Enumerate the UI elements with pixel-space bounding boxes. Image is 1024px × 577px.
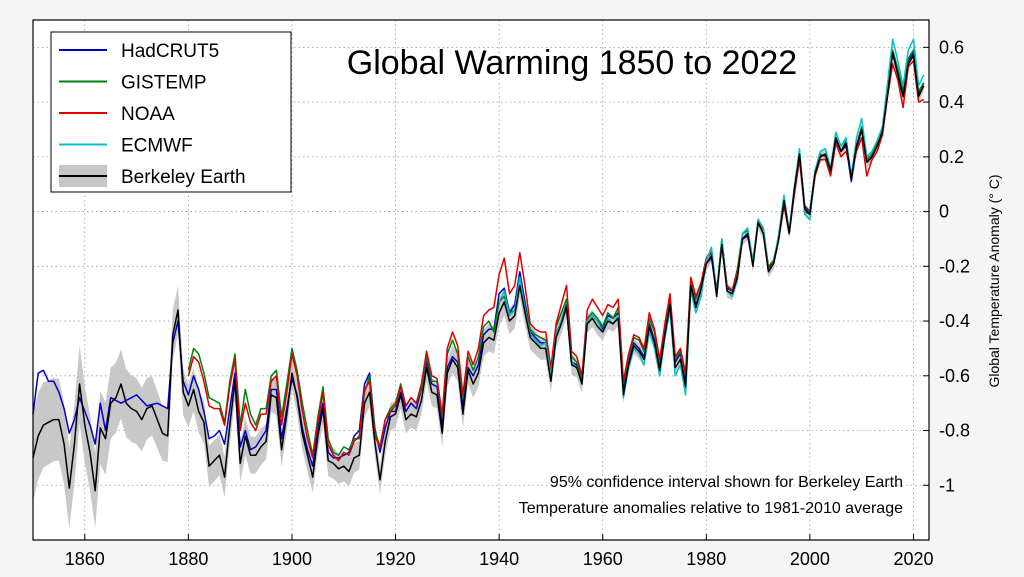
y-tick-label: 0.6: [939, 37, 964, 57]
x-tick-label: 1860: [65, 549, 105, 569]
x-tick-label: 2000: [790, 549, 830, 569]
series-lines: [32, 38, 925, 492]
y-axis-label: Global Temperature Anomaly (° C): [986, 174, 1002, 387]
annotation-confidence: 95% confidence interval shown for Berkel…: [550, 474, 903, 491]
series-line-berkeley-earth: [32, 52, 925, 492]
x-tick-label: 1960: [583, 549, 623, 569]
x-tick-label: 1940: [479, 549, 519, 569]
annotation-baseline: Temperature anomalies relative to 1981-2…: [519, 500, 903, 517]
x-tick-label: 1920: [376, 549, 416, 569]
y-tick-label: -0.8: [939, 421, 970, 441]
x-tick-label: 2020: [893, 549, 933, 569]
plot-frame: [32, 19, 930, 541]
y-axis: 0.6 0.4 0.2 0 -0.2 -0.4 -0.6 -0.8 -1: [923, 37, 970, 495]
y-tick-label: -1: [939, 475, 955, 495]
y-tick-label: -0.4: [939, 311, 970, 331]
y-tick-label: -0.2: [939, 256, 970, 276]
x-tick-label: 1880: [168, 549, 208, 569]
y-tick-label: 0: [939, 202, 949, 222]
legend-label: GISTEMP: [121, 73, 207, 94]
x-tick-label: 1900: [272, 549, 312, 569]
legend-label: HadCRUT5: [121, 41, 219, 62]
y-tick-label: -0.6: [939, 366, 970, 386]
x-axis: 1860 1880 1900 1920 1940 1960 1980 2000 2020: [65, 534, 933, 569]
chart-title: Global Warming 1850 to 2022: [347, 44, 797, 82]
y-tick-label: 0.4: [939, 92, 964, 112]
x-tick-label: 1980: [686, 549, 726, 569]
legend-label: NOAA: [121, 104, 175, 125]
legend-label: Berkeley Earth: [121, 167, 246, 188]
y-tick-label: 0.2: [939, 147, 964, 167]
legend: HadCRUT5 GISTEMP NOAA ECMWF Berkeley Earth: [50, 31, 292, 193]
legend-label: ECMWF: [121, 136, 193, 157]
